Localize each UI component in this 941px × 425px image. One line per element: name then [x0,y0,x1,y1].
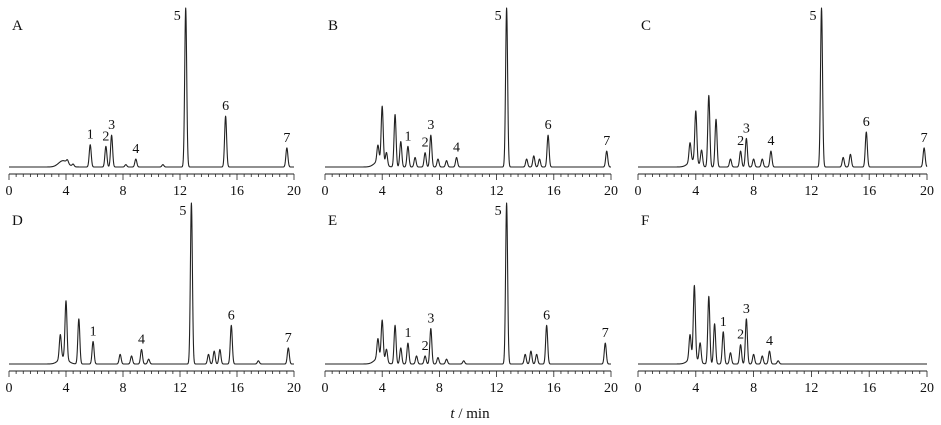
chromatogram-trace [637,7,928,168]
chromatogram-trace [8,7,295,168]
peak-label: 5 [810,9,817,24]
x-tick-label: 20 [604,184,618,199]
peak-label: 2 [737,328,744,343]
peak-label: 5 [179,204,186,219]
panel-label: E [328,213,337,229]
peak-label: 3 [108,118,115,133]
peak-label: 1 [404,129,411,144]
peak-label: 2 [102,129,109,144]
peak-label: 5 [495,204,502,219]
x-tick-label: 16 [547,184,561,199]
x-tick-label: 4 [63,184,70,199]
x-tick-label: 12 [804,184,818,199]
panel-F: 0 4 8 12 16 20 F 12 3 4 [635,213,935,396]
x-tick-label: 8 [750,184,757,199]
x-tick-label: 0 [322,381,329,396]
x-tick-label: 16 [862,381,876,396]
peak-label: 6 [863,115,870,130]
x-tick-label: 12 [804,381,818,396]
panel-B: 0 4 8 12 16 20 B 1 2 3 4 5 6 7 [322,7,618,199]
x-tick-label: 12 [173,184,187,199]
peak-label: 4 [767,134,774,149]
panel-label: D [12,213,23,229]
x-tick-label: 8 [750,381,757,396]
peak-label: 7 [602,326,609,341]
x-tick-label: 0 [6,381,13,396]
panel-E: 0 4 8 12 16 20 E 12 3 5 6 7 [322,202,618,396]
peak-label: 1 [90,324,97,339]
peak-label: 3 [743,302,750,317]
x-tick-label: 4 [63,381,70,396]
x-tick-label: 0 [635,381,642,396]
x-axis-label: t / min [450,406,490,422]
chromatogram-trace [324,202,612,365]
x-tick-label: 0 [322,184,329,199]
x-tick-label: 4 [379,184,386,199]
panel-label: C [641,18,651,34]
peak-label: 6 [228,308,235,323]
peak-label: 4 [453,140,460,155]
peak-label: 1 [404,326,411,341]
peak-label: 2 [737,134,744,149]
x-tick-label: 8 [120,184,127,199]
peak-label: 1 [87,128,94,143]
x-tick-label: 20 [920,381,934,396]
x-tick-label: 20 [287,381,301,396]
panel-label: A [12,18,23,34]
peak-label: 5 [174,9,181,24]
peak-label: 2 [422,339,429,354]
x-tick-label: 16 [547,381,561,396]
panel-D: 0 4 8 12 16 20 D 1 4 5 6 7 [6,202,301,396]
x-tick-label: 0 [635,184,642,199]
peak-label: 3 [743,121,750,136]
x-tick-label: 16 [230,184,244,199]
x-tick-label: 12 [173,381,187,396]
peak-label: 6 [222,99,229,114]
peak-label: 3 [427,118,434,133]
x-tick-label: 0 [6,184,13,199]
peak-label: 7 [921,131,928,146]
x-tick-label: 8 [436,184,443,199]
x-tick-label: 4 [692,381,699,396]
peak-label: 7 [283,131,290,146]
peak-label: 3 [427,312,434,327]
peak-label: 4 [132,142,139,157]
peak-label: 4 [138,333,145,348]
peak-label: 7 [603,134,610,149]
panel-label: B [328,18,338,34]
x-tick-label: 12 [490,381,504,396]
peak-label: 6 [543,308,550,323]
x-tick-label: 16 [862,184,876,199]
x-tick-label: 4 [692,184,699,199]
peak-label: 7 [285,331,292,346]
chromatogram-trace [8,202,295,365]
chromatogram-trace [637,284,928,365]
x-tick-label: 20 [920,184,934,199]
peak-label: 1 [720,315,727,330]
x-tick-label: 8 [120,381,127,396]
panel-label: F [641,213,649,229]
x-tick-label: 8 [436,381,443,396]
peak-label: 5 [495,9,502,24]
x-tick-label: 20 [287,184,301,199]
peak-label: 6 [545,118,552,133]
x-tick-label: 4 [379,381,386,396]
chromatogram-trace [324,7,612,168]
x-tick-label: 12 [490,184,504,199]
x-tick-label: 16 [230,381,244,396]
x-tick-label: 20 [604,381,618,396]
panel-C: 0 4 8 12 16 20 C 23 4 5 6 7 [635,7,934,199]
peak-label: 4 [766,334,773,349]
peak-label: 2 [422,136,429,151]
